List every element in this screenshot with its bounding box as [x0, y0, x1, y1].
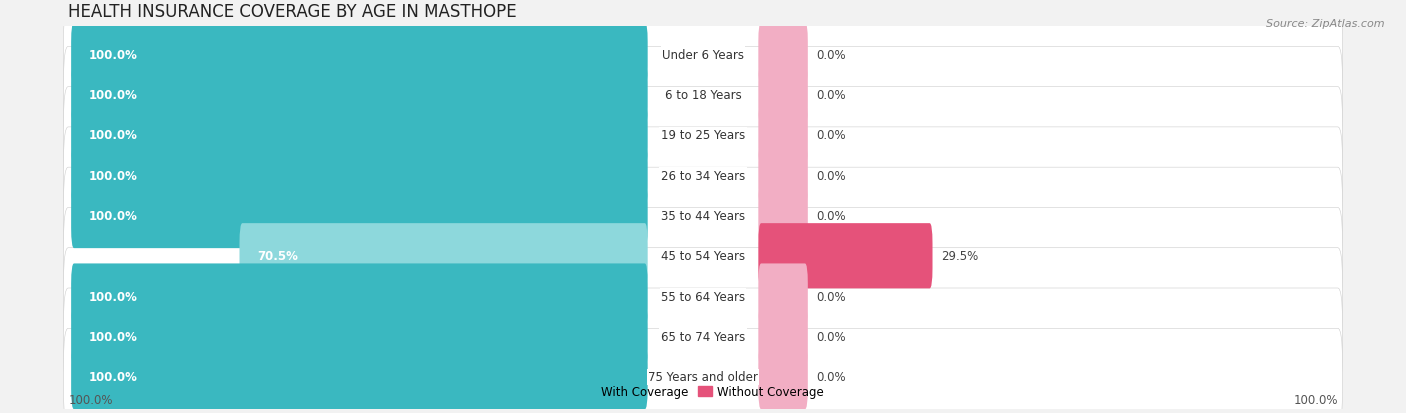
FancyBboxPatch shape — [72, 103, 648, 168]
Text: 29.5%: 29.5% — [941, 250, 979, 263]
Text: 100.0%: 100.0% — [89, 290, 138, 303]
FancyBboxPatch shape — [72, 143, 648, 208]
Text: 0.0%: 0.0% — [817, 49, 846, 62]
FancyBboxPatch shape — [72, 23, 648, 88]
Text: 100.0%: 100.0% — [89, 129, 138, 142]
FancyBboxPatch shape — [758, 264, 808, 329]
Text: 100.0%: 100.0% — [69, 393, 112, 406]
Text: 0.0%: 0.0% — [817, 290, 846, 303]
Text: Under 6 Years: Under 6 Years — [662, 49, 744, 62]
FancyBboxPatch shape — [758, 223, 932, 289]
Text: 45 to 54 Years: 45 to 54 Years — [661, 250, 745, 263]
FancyBboxPatch shape — [758, 344, 808, 409]
FancyBboxPatch shape — [758, 183, 808, 249]
Text: 35 to 44 Years: 35 to 44 Years — [661, 209, 745, 223]
Text: 100.0%: 100.0% — [89, 330, 138, 343]
FancyBboxPatch shape — [72, 264, 648, 329]
FancyBboxPatch shape — [63, 88, 1343, 184]
Text: 100.0%: 100.0% — [89, 169, 138, 182]
FancyBboxPatch shape — [63, 328, 1343, 413]
Text: 0.0%: 0.0% — [817, 169, 846, 182]
FancyBboxPatch shape — [63, 288, 1343, 385]
FancyBboxPatch shape — [72, 344, 648, 409]
FancyBboxPatch shape — [758, 63, 808, 128]
Text: 0.0%: 0.0% — [817, 89, 846, 102]
Text: 26 to 34 Years: 26 to 34 Years — [661, 169, 745, 182]
FancyBboxPatch shape — [239, 223, 648, 289]
FancyBboxPatch shape — [63, 208, 1343, 304]
FancyBboxPatch shape — [63, 47, 1343, 144]
Text: 6 to 18 Years: 6 to 18 Years — [665, 89, 741, 102]
FancyBboxPatch shape — [758, 23, 808, 88]
Text: 55 to 64 Years: 55 to 64 Years — [661, 290, 745, 303]
FancyBboxPatch shape — [63, 168, 1343, 264]
Text: 100.0%: 100.0% — [89, 209, 138, 223]
FancyBboxPatch shape — [72, 304, 648, 369]
FancyBboxPatch shape — [63, 248, 1343, 344]
Text: HEALTH INSURANCE COVERAGE BY AGE IN MASTHOPE: HEALTH INSURANCE COVERAGE BY AGE IN MAST… — [69, 3, 517, 21]
FancyBboxPatch shape — [63, 7, 1343, 104]
Text: 75 Years and older: 75 Years and older — [648, 370, 758, 383]
Text: 100.0%: 100.0% — [1294, 393, 1337, 406]
Text: 0.0%: 0.0% — [817, 209, 846, 223]
Text: 70.5%: 70.5% — [257, 250, 298, 263]
Text: 65 to 74 Years: 65 to 74 Years — [661, 330, 745, 343]
FancyBboxPatch shape — [758, 304, 808, 369]
Text: 0.0%: 0.0% — [817, 129, 846, 142]
Text: 0.0%: 0.0% — [817, 330, 846, 343]
Text: Source: ZipAtlas.com: Source: ZipAtlas.com — [1267, 19, 1385, 28]
Text: 19 to 25 Years: 19 to 25 Years — [661, 129, 745, 142]
FancyBboxPatch shape — [758, 103, 808, 168]
FancyBboxPatch shape — [758, 143, 808, 208]
FancyBboxPatch shape — [72, 63, 648, 128]
Legend: With Coverage, Without Coverage: With Coverage, Without Coverage — [578, 380, 828, 403]
Text: 100.0%: 100.0% — [89, 370, 138, 383]
Text: 100.0%: 100.0% — [89, 89, 138, 102]
Text: 0.0%: 0.0% — [817, 370, 846, 383]
Text: 100.0%: 100.0% — [89, 49, 138, 62]
FancyBboxPatch shape — [63, 128, 1343, 224]
FancyBboxPatch shape — [72, 183, 648, 249]
